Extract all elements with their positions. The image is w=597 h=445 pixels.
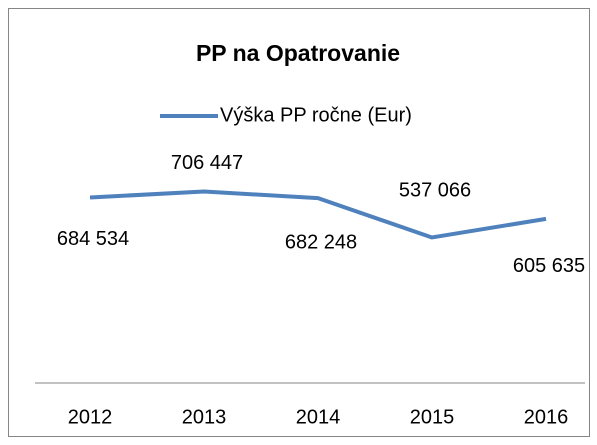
x-tick-label: 2016 (524, 406, 569, 428)
chart-title: PP na Opatrovanie (196, 40, 400, 66)
data-label: 605 635 (513, 255, 585, 277)
data-label: 682 248 (285, 231, 357, 253)
x-tick-label: 2013 (182, 406, 227, 428)
legend-label: Výška PP ročne (Eur) (220, 104, 412, 126)
x-tick-label: 2015 (410, 406, 455, 428)
x-tick-label: 2012 (68, 406, 113, 428)
data-label: 706 447 (171, 152, 243, 174)
x-tick-label: 2014 (296, 406, 341, 428)
chart-border (8, 8, 590, 437)
data-label: 684 534 (57, 228, 129, 250)
data-label: 537 066 (399, 180, 471, 202)
data-line (89, 189, 547, 240)
